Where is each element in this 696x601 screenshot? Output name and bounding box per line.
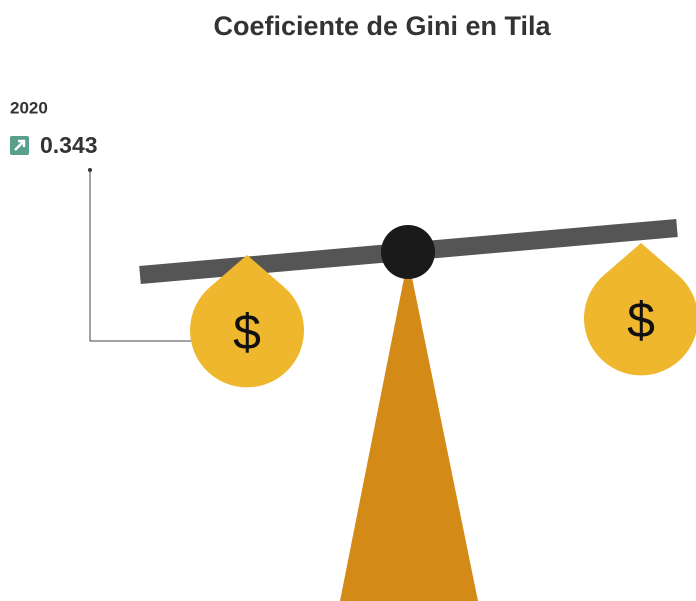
leader-line [88, 168, 192, 341]
title: Coeficiente de Gini en Tila [213, 11, 551, 41]
infographic: Coeficiente de Gini en Tila 2020 0.343 $… [0, 0, 696, 601]
gini-value: 0.343 [40, 132, 98, 158]
weight-symbol: $ [233, 304, 261, 360]
year-label: 2020 [10, 98, 48, 117]
trend-icon [10, 136, 29, 155]
weight-symbol: $ [627, 292, 655, 348]
scale-stand [340, 258, 478, 601]
scale-pivot [381, 225, 435, 279]
page: Coeficiente de Gini en Tila 2020 0.343 $… [0, 0, 696, 601]
